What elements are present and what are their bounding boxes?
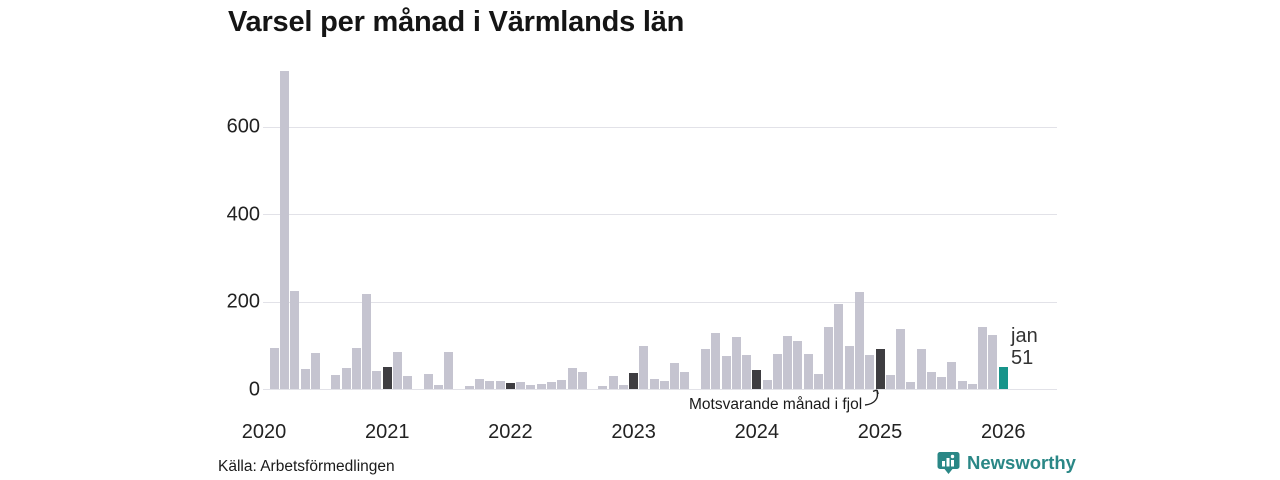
bar-2025-07[interactable] [937, 376, 947, 389]
bar-2023-10[interactable] [721, 356, 731, 389]
bar-2024-03[interactable] [772, 353, 782, 389]
highlight-month: jan [1011, 325, 1038, 347]
bar-2022-08[interactable] [577, 371, 587, 389]
bar-2023-05[interactable] [670, 362, 680, 389]
bar-2022-03[interactable] [526, 384, 536, 389]
bar-2024-02[interactable] [762, 379, 772, 389]
bar-2025-01[interactable] [875, 349, 885, 389]
annotation-arrow-icon [864, 389, 879, 406]
bar-2021-01[interactable] [382, 367, 392, 389]
bar-2023-08[interactable] [700, 348, 710, 389]
bar-2022-01[interactable] [505, 382, 515, 389]
bar-2025-03[interactable] [896, 329, 906, 389]
annotation-last-year: Motsvarande månad i fjol [689, 396, 863, 413]
chart-title: Varsel per månad i Värmlands län [228, 6, 685, 38]
bar-2022-04[interactable] [536, 383, 546, 389]
bar-2024-09[interactable] [834, 304, 844, 389]
bar-2020-08[interactable] [331, 375, 341, 389]
bar-2023-03[interactable] [649, 378, 659, 389]
x-tick-label-2023: 2023 [611, 421, 656, 443]
brand-logo[interactable]: Newsworthy [936, 450, 1076, 476]
gridline-600 [263, 126, 1057, 128]
y-tick-label-200: 200 [226, 290, 260, 313]
bar-2020-06[interactable] [310, 353, 320, 389]
bar-2022-11[interactable] [608, 376, 618, 389]
bar-2020-12[interactable] [372, 371, 382, 389]
bar-2024-04[interactable] [783, 335, 793, 389]
gridline-400 [263, 214, 1057, 215]
bar-2025-12[interactable] [988, 334, 998, 389]
bar-2024-07[interactable] [813, 374, 823, 389]
bar-2024-01[interactable] [752, 369, 762, 389]
bar-2025-04[interactable] [906, 381, 916, 389]
x-tick-label-2024: 2024 [734, 421, 780, 443]
bar-2024-12[interactable] [865, 354, 875, 389]
source-text: Källa: Arbetsförmedlingen [218, 458, 395, 475]
bar-2021-06[interactable] [434, 384, 444, 389]
bar-2023-12[interactable] [742, 355, 752, 389]
bar-2025-09[interactable] [957, 380, 967, 389]
y-tick-label-0: 0 [248, 378, 260, 400]
bar-2020-11[interactable] [362, 293, 372, 389]
bar-2020-03[interactable] [280, 70, 290, 389]
bar-2023-02[interactable] [639, 346, 649, 389]
x-tick-label-2021: 2021 [364, 421, 410, 443]
gridline-0 [263, 389, 1057, 390]
bar-2025-05[interactable] [916, 349, 926, 389]
bar-2021-12[interactable] [495, 381, 505, 389]
bar-2020-02[interactable] [269, 347, 279, 389]
bar-2021-05[interactable] [423, 373, 433, 389]
y-tick-label-600: 600 [226, 115, 260, 138]
bar-2025-02[interactable] [885, 375, 895, 389]
highlight-value-label: jan 51 [1011, 325, 1038, 369]
x-tick-label-2022: 2022 [488, 421, 533, 443]
bar-2020-04[interactable] [290, 290, 300, 389]
bar-2024-06[interactable] [803, 354, 813, 389]
x-tick-label-2020: 2020 [241, 421, 287, 443]
bar-2023-09[interactable] [711, 333, 721, 389]
bar-2020-05[interactable] [300, 369, 310, 389]
bar-2021-09[interactable] [464, 386, 474, 389]
bar-2022-06[interactable] [557, 379, 567, 389]
bar-2025-11[interactable] [978, 327, 988, 389]
bar-2026-01[interactable] [998, 366, 1008, 389]
bar-2022-12[interactable] [618, 384, 628, 389]
bar-2020-09[interactable] [341, 368, 351, 389]
x-tick-label-2026: 2026 [980, 421, 1026, 443]
bar-2023-04[interactable] [659, 381, 669, 389]
bar-2023-06[interactable] [680, 371, 690, 389]
highlight-value: 51 [1011, 347, 1034, 369]
bar-2021-11[interactable] [485, 381, 495, 389]
bar-2025-06[interactable] [926, 372, 936, 389]
bar-2025-10[interactable] [967, 384, 977, 389]
y-tick-label-400: 400 [226, 203, 260, 225]
bar-2024-10[interactable] [844, 345, 854, 389]
bar-2022-07[interactable] [567, 368, 577, 389]
brand-name: Newsworthy [967, 452, 1076, 473]
bar-2022-05[interactable] [546, 382, 556, 389]
newsworthy-icon [937, 452, 960, 474]
bar-2020-10[interactable] [351, 347, 361, 389]
bar-2024-11[interactable] [854, 291, 864, 389]
bar-2024-05[interactable] [793, 341, 803, 389]
bar-2021-03[interactable] [403, 376, 413, 389]
bar-2022-02[interactable] [516, 382, 526, 389]
bar-2024-08[interactable] [824, 327, 834, 389]
bar-2022-10[interactable] [598, 386, 608, 389]
bar-2021-07[interactable] [444, 351, 454, 389]
bar-2021-10[interactable] [475, 378, 485, 389]
bar-2023-01[interactable] [629, 372, 639, 389]
gridline-200 [263, 301, 1057, 303]
bar-2025-08[interactable] [947, 361, 957, 389]
bar-2023-11[interactable] [731, 336, 741, 389]
bar-2021-02[interactable] [392, 351, 402, 389]
x-tick-label-2025: 2025 [857, 421, 903, 443]
